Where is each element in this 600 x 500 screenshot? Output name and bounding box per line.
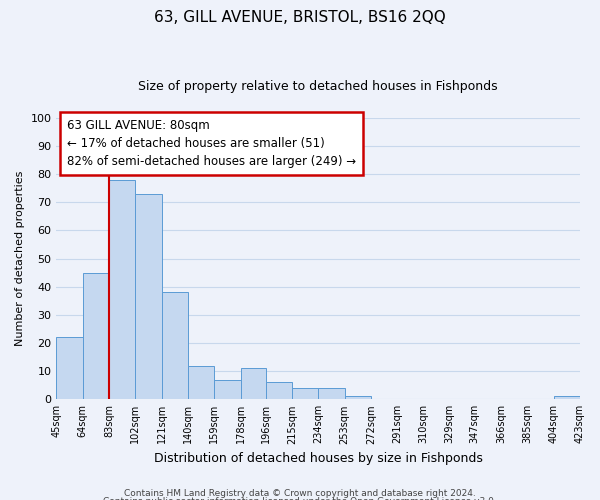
Text: Contains HM Land Registry data © Crown copyright and database right 2024.: Contains HM Land Registry data © Crown c…	[124, 488, 476, 498]
Bar	[266, 382, 292, 400]
Bar	[344, 396, 371, 400]
Bar	[83, 272, 109, 400]
Bar	[214, 380, 241, 400]
Bar	[109, 180, 136, 400]
Text: 63, GILL AVENUE, BRISTOL, BS16 2QQ: 63, GILL AVENUE, BRISTOL, BS16 2QQ	[154, 10, 446, 25]
Bar	[241, 368, 266, 400]
Y-axis label: Number of detached properties: Number of detached properties	[15, 171, 25, 346]
Bar	[292, 388, 318, 400]
Bar	[136, 194, 161, 400]
X-axis label: Distribution of detached houses by size in Fishponds: Distribution of detached houses by size …	[154, 452, 482, 465]
Bar	[554, 396, 580, 400]
Bar	[188, 366, 214, 400]
Title: Size of property relative to detached houses in Fishponds: Size of property relative to detached ho…	[139, 80, 498, 93]
Bar	[56, 338, 83, 400]
Text: 63 GILL AVENUE: 80sqm
← 17% of detached houses are smaller (51)
82% of semi-deta: 63 GILL AVENUE: 80sqm ← 17% of detached …	[67, 119, 356, 168]
Text: Contains public sector information licensed under the Open Government Licence v3: Contains public sector information licen…	[103, 497, 497, 500]
Bar	[161, 292, 188, 400]
Bar	[318, 388, 344, 400]
